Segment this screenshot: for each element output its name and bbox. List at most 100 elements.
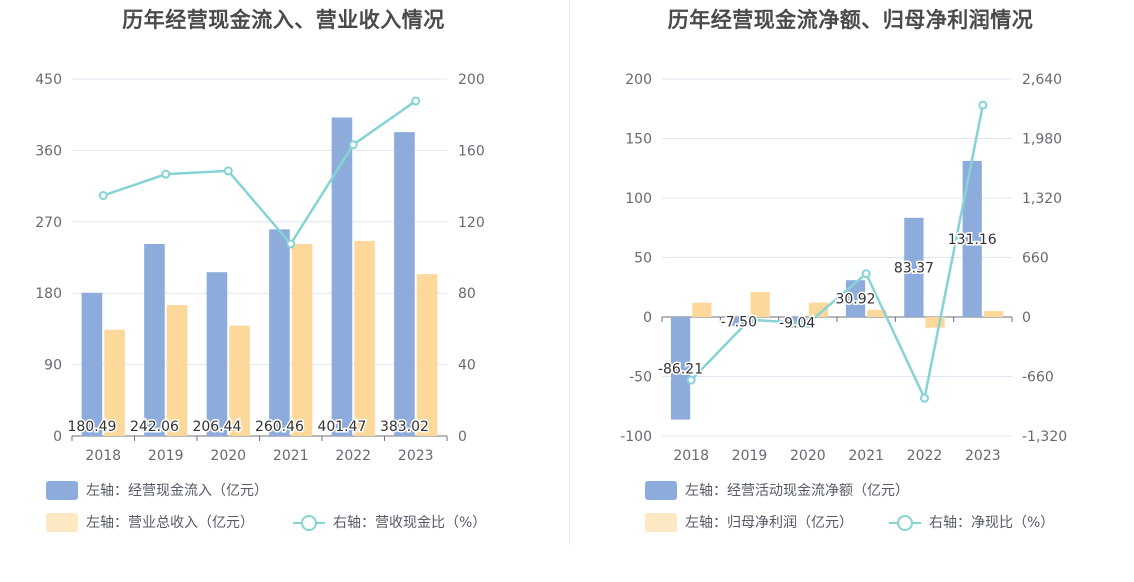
series-line (102, 99, 417, 247)
left-axis-tick-label: 360 (35, 143, 62, 159)
left-axis-tick-label: -50 (629, 370, 652, 386)
left-axis-tick-label: 200 (625, 72, 652, 88)
x-axis-tick-label: 2019 (148, 448, 184, 464)
right-axis-tick-label: 2,640 (1022, 72, 1062, 88)
x-axis-tick-label: 2018 (673, 448, 709, 464)
bar-data-label: 83.37 (894, 260, 934, 276)
legend-label: 左轴：营业总收入（亿元） (86, 515, 254, 531)
series-line (690, 104, 985, 403)
line-point (161, 169, 171, 179)
bar-data-label: -9.04 (779, 315, 815, 331)
legend-item-net-profit[interactable]: 左轴：归母净利润（亿元） (645, 512, 853, 532)
left-axis-tick-label: 180 (35, 286, 62, 302)
right-chart-plot: -100 -50 0 50 100 150 200 -1,320 -660 0 660 1,320 1,… (620, 72, 1067, 464)
x-axis-tick-label: 2020 (210, 448, 246, 464)
x-axis-tick-label: 2022 (907, 448, 943, 464)
left-axis-tick-label: 100 (625, 191, 652, 207)
bar-data-label: -86.21 (658, 361, 703, 377)
bar (354, 240, 375, 436)
legend-item-net-cash-ratio[interactable]: 右轴：净现比（%） (889, 512, 1054, 532)
right-axis-tick-label: 0 (458, 429, 467, 445)
legend-swatch (645, 512, 677, 532)
right-axis-tick-label: 120 (458, 215, 485, 231)
bar (983, 311, 1004, 317)
bar (166, 305, 188, 436)
line-point (803, 318, 813, 328)
legend-item-operating-net-cash[interactable]: 左轴：经营活动现金流净额（亿元） (645, 480, 909, 500)
legend-swatch (46, 480, 78, 500)
bar-data-label: 242.06 (130, 419, 179, 435)
line-point (286, 239, 296, 249)
legend-line-marker-icon (889, 513, 921, 532)
left-axis-tick-label: 0 (643, 310, 652, 326)
legend-label: 右轴：营收现金比（%） (333, 515, 487, 531)
line-point (861, 269, 871, 279)
line-point (686, 375, 696, 385)
bar (750, 292, 770, 317)
x-axis-tick-label: 2018 (85, 448, 121, 464)
left-axis-tick-label: 0 (53, 429, 62, 445)
left-axis-tick-label: -100 (620, 429, 652, 445)
x-axis-tick-label: 2019 (732, 448, 768, 464)
legend-item-cash-inflow[interactable]: 左轴：经营现金流入（亿元） (46, 480, 268, 500)
panel-divider (569, 0, 570, 545)
left-axis-tick-label: 90 (44, 358, 62, 374)
right-chart-title: 历年经营现金流净额、归母净利润情况 (667, 8, 1034, 32)
x-axis-tick-label: 2023 (398, 448, 434, 464)
line-point (348, 140, 358, 150)
bar-data-label: 383.02 (380, 419, 429, 435)
bar (144, 243, 165, 436)
bar-data-label: 260.46 (255, 419, 304, 435)
bar-data-label: 30.92 (835, 292, 875, 308)
bar (104, 329, 125, 436)
bar (670, 317, 691, 420)
x-axis-tick-label: 2020 (790, 448, 826, 464)
line-point (411, 96, 421, 106)
legend-label: 左轴：经营活动现金流净额（亿元） (685, 483, 909, 499)
bar-data-label: 401.47 (317, 419, 366, 435)
left-axis-tick-label: 270 (35, 215, 62, 231)
right-axis-tick-label: 200 (458, 72, 485, 88)
bar (331, 117, 353, 437)
right-axis-tick-label: 1,980 (1022, 132, 1062, 148)
bar (845, 280, 866, 317)
legend-swatch (46, 512, 78, 532)
legend-label: 右轴：净现比（%） (929, 515, 1055, 531)
bar-data-label: 131.16 (948, 232, 997, 248)
right-axis-tick-label: 0 (1022, 310, 1031, 326)
right-axis-tick-label: 80 (458, 286, 476, 302)
line-point (920, 393, 929, 403)
legend-label: 左轴：归母净利润（亿元） (685, 515, 853, 531)
line-point (98, 191, 108, 201)
bar-data-label: -7.50 (721, 314, 757, 330)
line-point (978, 100, 988, 110)
bar (729, 317, 749, 326)
right-axis-tick-label: -1,320 (1022, 429, 1067, 445)
bar-data-label: 206.44 (192, 419, 241, 435)
legend-line-marker-icon (293, 513, 325, 532)
bar (867, 309, 887, 317)
bar (904, 217, 924, 317)
right-axis-tick-label: 660 (1022, 251, 1049, 267)
bar (291, 244, 313, 436)
right-axis-tick-label: 1,320 (1022, 191, 1062, 207)
right-axis-tick-label: 160 (458, 143, 485, 159)
right-axis-tick-label: 40 (458, 358, 476, 374)
bar (962, 160, 982, 317)
legend-label: 左轴：经营现金流入（亿元） (86, 483, 268, 499)
legend-item-total-revenue[interactable]: 左轴：营业总收入（亿元） (46, 512, 254, 532)
bar (925, 317, 945, 328)
left-axis-tick-label: 50 (634, 251, 652, 267)
right-chart-panel: 历年经营现金流净额、归母净利润情况 -100 -50 0 50 100 150 200 -1,… (567, 0, 1134, 582)
line-point (223, 166, 233, 176)
bar-data-label: 180.49 (67, 419, 116, 435)
left-axis-tick-label: 150 (625, 132, 652, 148)
bar (692, 302, 712, 317)
bar (206, 272, 228, 436)
legend-item-revenue-cash-ratio[interactable]: 右轴：营收现金比（%） (293, 512, 486, 532)
bar (394, 132, 415, 437)
legend-swatch (645, 480, 677, 500)
bar (808, 302, 829, 317)
bar (416, 274, 438, 436)
x-axis-tick-label: 2022 (335, 448, 371, 464)
